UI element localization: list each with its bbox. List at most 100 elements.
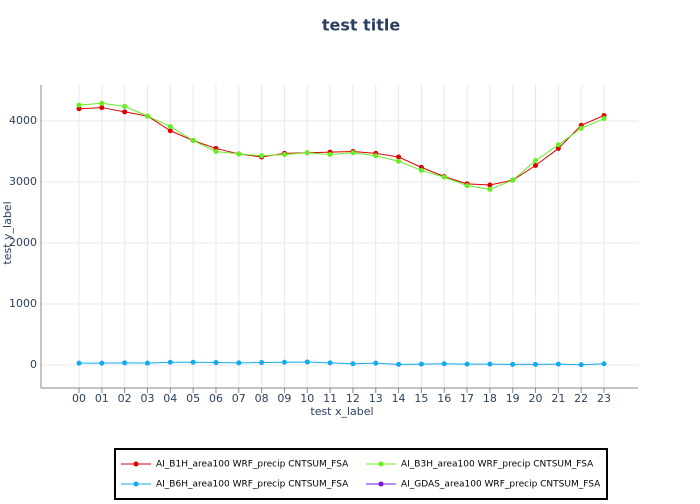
data-point <box>487 361 493 367</box>
data-point <box>236 151 242 157</box>
x-tick-label: 00 <box>72 392 86 405</box>
data-point <box>99 105 105 111</box>
data-point <box>76 102 82 108</box>
x-tick-label: 10 <box>300 392 314 405</box>
data-point <box>167 359 173 365</box>
data-point <box>304 359 310 365</box>
series-line <box>78 107 605 186</box>
data-point <box>373 360 379 366</box>
data-point <box>167 123 173 129</box>
data-point <box>464 183 470 189</box>
x-tick-label: 09 <box>277 392 291 405</box>
y-tick-label: 2000 <box>9 236 37 249</box>
x-tick-label: 18 <box>483 392 497 405</box>
x-tick-label: 14 <box>392 392 406 405</box>
series-line <box>78 102 605 190</box>
data-point <box>601 361 607 367</box>
x-tick-label: 21 <box>551 392 565 405</box>
data-point <box>533 158 539 164</box>
data-point <box>99 360 105 366</box>
x-tick-label: 23 <box>597 392 611 405</box>
data-point <box>304 150 310 156</box>
data-point <box>190 138 196 144</box>
x-tick-label: 04 <box>163 392 177 405</box>
data-point <box>167 128 173 134</box>
data-point <box>578 362 584 368</box>
legend-marker <box>378 461 384 467</box>
y-tick-label: 4000 <box>9 114 37 127</box>
chart-title: test title <box>322 16 401 35</box>
data-point <box>327 360 333 366</box>
x-tick-label: 01 <box>95 392 109 405</box>
data-point <box>122 360 128 366</box>
data-point <box>555 361 561 367</box>
data-point <box>144 113 150 119</box>
y-tick-label: 0 <box>30 358 37 371</box>
data-point <box>533 163 539 169</box>
legend-label: AI_B3H_area100 WRF_precip CNTSUM_FSA <box>401 460 594 470</box>
data-point <box>76 106 82 112</box>
x-tick-label: 08 <box>255 392 269 405</box>
x-tick-label: 03 <box>140 392 154 405</box>
legend-label: AI_B1H_area100 WRF_precip CNTSUM_FSA <box>156 460 349 470</box>
data-point <box>281 152 287 158</box>
data-point <box>510 177 516 183</box>
x-tick-label: 17 <box>460 392 474 405</box>
data-point <box>418 361 424 367</box>
legend-label: AI_B6H_area100 WRF_precip CNTSUM_FSA <box>156 480 349 490</box>
data-point <box>327 152 333 158</box>
x-tick-label: 13 <box>369 392 383 405</box>
data-point <box>122 103 128 109</box>
data-point <box>578 125 584 131</box>
data-point <box>99 100 105 106</box>
data-point <box>441 174 447 180</box>
data-point <box>487 186 493 192</box>
x-tick-label: 15 <box>414 392 428 405</box>
x-tick-label: 22 <box>574 392 588 405</box>
data-point <box>555 145 561 151</box>
data-point <box>441 361 447 367</box>
data-point <box>396 154 402 160</box>
legend-marker <box>378 481 384 487</box>
legend-marker <box>133 481 139 487</box>
y-axis-label: test y_label <box>1 201 14 264</box>
data-point <box>510 361 516 367</box>
data-point <box>281 359 287 365</box>
data-point <box>213 360 219 366</box>
x-tick-label: 02 <box>118 392 132 405</box>
x-tick-label: 05 <box>186 392 200 405</box>
data-point <box>464 361 470 367</box>
x-tick-label: 07 <box>232 392 246 405</box>
x-tick-label: 16 <box>437 392 451 405</box>
data-point <box>259 360 265 366</box>
data-point <box>396 158 402 164</box>
data-point <box>487 182 493 188</box>
data-point <box>418 167 424 173</box>
x-tick-label: 11 <box>323 392 337 405</box>
data-point <box>373 153 379 159</box>
data-point <box>144 360 150 366</box>
x-tick-label: 12 <box>346 392 360 405</box>
x-tick-label: 06 <box>209 392 223 405</box>
legend-label: AI_GDAS_area100 WRF_precip CNTSUM_FSA <box>401 480 601 490</box>
data-point <box>190 359 196 365</box>
legend-box <box>114 448 608 500</box>
data-point <box>601 116 607 122</box>
y-tick-label: 3000 <box>9 175 37 188</box>
data-point <box>236 360 242 366</box>
data-point <box>555 142 561 148</box>
series-line <box>79 361 605 366</box>
data-point <box>350 361 356 367</box>
data-point <box>350 150 356 156</box>
data-point <box>76 360 82 366</box>
data-point <box>396 361 402 367</box>
legend-marker <box>133 461 139 467</box>
data-point <box>259 153 265 159</box>
y-tick-label: 1000 <box>9 297 37 310</box>
x-axis-label: test x_label <box>310 405 373 418</box>
x-tick-label: 19 <box>506 392 520 405</box>
data-point <box>213 148 219 154</box>
data-point <box>533 361 539 367</box>
x-tick-label: 20 <box>529 392 543 405</box>
